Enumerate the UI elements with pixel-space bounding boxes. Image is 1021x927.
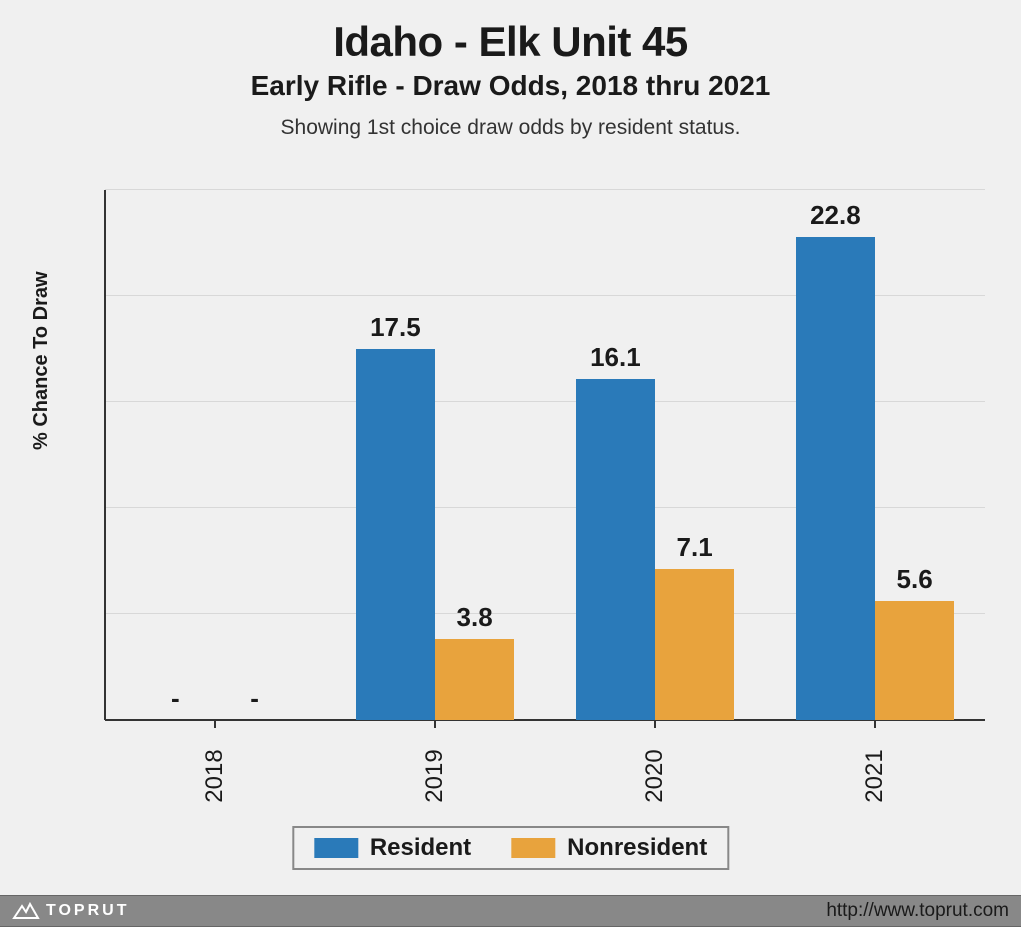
y-axis <box>104 190 106 720</box>
x-tick-label: 2020 <box>641 746 669 806</box>
bar-value-label: 5.6 <box>875 564 954 595</box>
x-tick-label: 2021 <box>861 746 889 806</box>
mountain-icon <box>12 902 40 920</box>
footer-bar: TOPRUT http://www.toprut.com <box>0 895 1021 927</box>
grid-line <box>105 189 985 190</box>
legend: Resident Nonresident <box>292 826 729 870</box>
bar <box>356 349 435 720</box>
bar <box>576 379 655 720</box>
legend-label: Nonresident <box>567 834 707 862</box>
bar-value-label: 3.8 <box>435 602 514 633</box>
chart-caption: Showing 1st choice draw odds by resident… <box>0 116 1021 140</box>
bar <box>435 639 514 720</box>
plot-area: -- 17.5 3.8 16.1 7.1 22.8 5.6 <box>105 190 985 720</box>
bar-value-label: 7.1 <box>655 532 734 563</box>
brand-text: TOPRUT <box>46 902 129 920</box>
x-tick-mark <box>654 720 656 728</box>
legend-label: Resident <box>370 834 471 862</box>
bar <box>655 569 734 720</box>
brand-logo: TOPRUT <box>12 902 129 920</box>
x-tick-label: 2018 <box>201 746 229 806</box>
legend-swatch <box>314 838 358 858</box>
legend-item: Resident <box>314 834 471 862</box>
x-tick-mark <box>434 720 436 728</box>
bar <box>875 601 954 720</box>
bar <box>796 237 875 720</box>
bar-value-label: - <box>136 683 215 714</box>
y-axis-label: % Chance To Draw <box>30 271 53 450</box>
footer-url: http://www.toprut.com <box>826 900 1009 922</box>
legend-swatch <box>511 838 555 858</box>
legend-item: Nonresident <box>511 834 707 862</box>
chart-title: Idaho - Elk Unit 45 <box>0 0 1021 66</box>
x-tick-mark <box>874 720 876 728</box>
bar-value-label: - <box>215 683 294 714</box>
bar-value-label: 16.1 <box>576 342 655 373</box>
bar-value-label: 22.8 <box>796 200 875 231</box>
chart-subtitle: Early Rifle - Draw Odds, 2018 thru 2021 <box>0 70 1021 102</box>
bar-value-label: 17.5 <box>356 312 435 343</box>
chart-container: Idaho - Elk Unit 45 Early Rifle - Draw O… <box>0 0 1021 927</box>
x-tick-mark <box>214 720 216 728</box>
x-tick-label: 2019 <box>421 746 449 806</box>
